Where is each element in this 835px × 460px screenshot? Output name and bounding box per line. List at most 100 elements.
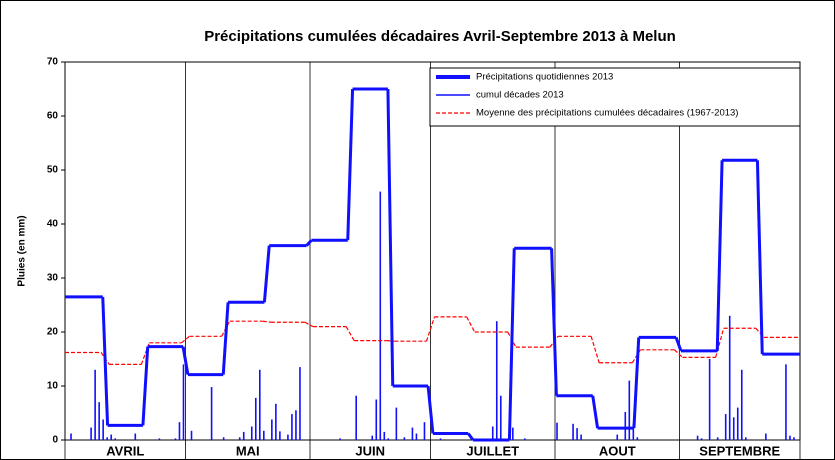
daily-bar [90, 427, 92, 440]
daily-bar [379, 191, 382, 440]
daily-bar [291, 414, 293, 440]
daily-bar [178, 422, 181, 440]
daily-bar [263, 430, 265, 440]
daily-bar [355, 395, 357, 440]
step-connector [181, 346, 190, 375]
daily-bar [98, 402, 100, 440]
daily-bar [190, 430, 193, 440]
y-tick-label: 60 [47, 111, 59, 122]
step-connector [591, 395, 600, 429]
daily-bar [572, 423, 574, 440]
step-connector [346, 88, 355, 241]
daily-bar [134, 433, 137, 440]
daily-bar [339, 438, 341, 440]
daily-bar [632, 423, 635, 440]
daily-bar [789, 435, 791, 440]
daily-bar [102, 419, 104, 440]
y-tick-label: 20 [47, 327, 59, 338]
daily-bar [724, 414, 727, 440]
step-connector [262, 245, 271, 303]
step-connector [755, 160, 764, 355]
daily-bar [238, 437, 241, 440]
legend-label: Précipitations quotidiennes 2013 [476, 72, 613, 83]
daily-bar [616, 434, 619, 440]
daily-bar [580, 434, 582, 440]
daily-bar [512, 427, 514, 440]
step-connector [755, 327, 765, 338]
daily-bar [576, 428, 578, 440]
step-connector [715, 328, 725, 358]
step-connector [304, 321, 314, 328]
step-connector [590, 336, 600, 363]
daily-bar [403, 437, 406, 440]
daily-bar [793, 437, 795, 440]
daily-bar [210, 387, 213, 440]
step-connector [305, 239, 313, 247]
step-connector [550, 248, 558, 396]
month-label: AOUT [599, 443, 636, 458]
daily-bar [624, 411, 627, 440]
daily-bar [375, 399, 378, 440]
y-tick-label: 50 [47, 165, 59, 176]
daily-bar [275, 403, 277, 440]
step-connector [507, 248, 516, 441]
daily-bar [299, 367, 301, 440]
daily-bar [271, 419, 273, 440]
daily-bar [491, 426, 494, 440]
daily-bar [174, 438, 177, 440]
step-connector [715, 160, 724, 351]
step-connector [262, 320, 271, 323]
month-label: JUIN [355, 443, 385, 458]
daily-bar [708, 359, 711, 440]
daily-bar [258, 369, 261, 440]
daily-bar [423, 422, 426, 440]
daily-bar [556, 422, 558, 440]
y-tick-label: 10 [47, 381, 59, 392]
month-label: JUILLET [466, 443, 519, 458]
step-connector [674, 336, 683, 352]
daily-bar [106, 437, 108, 440]
month-label: AVRIL [106, 443, 144, 458]
daily-bar [411, 427, 414, 440]
daily-bar [250, 426, 253, 440]
month-label: SEPTEMBRE [699, 443, 780, 458]
daily-bar [728, 315, 731, 440]
step-connector [345, 326, 355, 341]
y-tick-label: 0 [52, 435, 58, 446]
legend-label: cumul décades 2013 [476, 90, 564, 101]
daily-bar [114, 438, 117, 440]
y-tick-label: 30 [47, 273, 59, 284]
daily-bar [222, 437, 225, 440]
daily-bar [94, 369, 96, 440]
step-connector [221, 302, 230, 375]
step-connector [632, 337, 641, 429]
daily-bar [499, 395, 502, 440]
daily-bar [524, 438, 526, 440]
daily-bar [740, 369, 743, 440]
daily-bar [383, 431, 386, 440]
daily-bar [371, 435, 374, 440]
daily-bar [495, 321, 498, 440]
daily-bar [439, 438, 442, 440]
daily-bar [765, 433, 767, 440]
daily-bar [295, 410, 297, 440]
month-label: MAI [236, 443, 260, 458]
daily-bar [700, 438, 703, 440]
daily-bar [182, 364, 185, 440]
step-connector [426, 385, 435, 434]
daily-bar [395, 407, 398, 440]
daily-bar [636, 437, 639, 440]
y-axis-label: Pluies (en mm) [17, 215, 28, 286]
step-connector [466, 316, 476, 333]
daily-bar [744, 437, 747, 440]
daily-bar [70, 433, 72, 440]
daily-bar [736, 407, 739, 440]
legend-label: Moyenne des précipitations cumulées déca… [476, 108, 738, 119]
daily-bar [732, 417, 735, 440]
step-connector [386, 88, 395, 387]
step-connector [141, 346, 150, 426]
daily-bar [158, 438, 161, 440]
daily-bar [254, 397, 257, 440]
step-connector [674, 349, 683, 358]
